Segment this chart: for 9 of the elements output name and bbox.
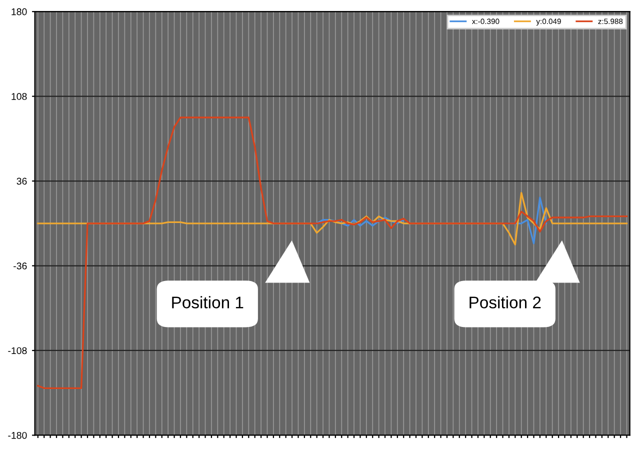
y-tick-label: 180 (12, 8, 27, 16)
y-tick-label: -180 (8, 432, 27, 439)
annotation: Position 2 (470, 296, 541, 308)
y-tick-label: -108 (8, 347, 27, 354)
line-series (37, 116, 628, 389)
annotation: Position 1 (172, 296, 244, 308)
y-tick-label: 108 (12, 93, 27, 100)
y-tick-label: 36 (16, 178, 27, 185)
y-tick-label: -36 (14, 262, 27, 270)
